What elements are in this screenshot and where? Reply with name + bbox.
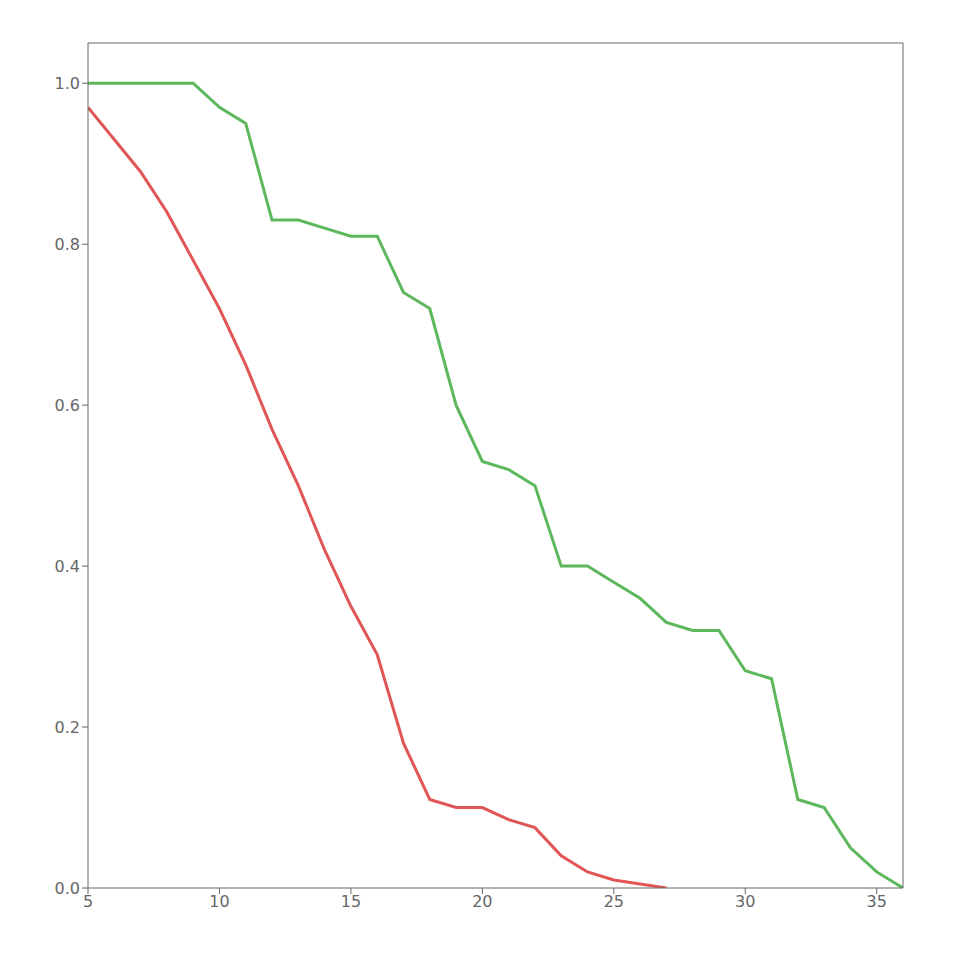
svg-text:20: 20 bbox=[472, 892, 492, 911]
svg-text:35: 35 bbox=[867, 892, 887, 911]
svg-text:15: 15 bbox=[341, 892, 361, 911]
svg-text:0.4: 0.4 bbox=[55, 557, 80, 576]
svg-text:0.6: 0.6 bbox=[55, 396, 80, 415]
svg-text:30: 30 bbox=[735, 892, 755, 911]
svg-text:0.0: 0.0 bbox=[55, 879, 80, 898]
svg-text:10: 10 bbox=[209, 892, 229, 911]
svg-text:25: 25 bbox=[604, 892, 624, 911]
svg-text:0.2: 0.2 bbox=[55, 718, 80, 737]
svg-text:1.0: 1.0 bbox=[55, 74, 80, 93]
svg-text:5: 5 bbox=[83, 892, 93, 911]
svg-text:0.8: 0.8 bbox=[55, 235, 80, 254]
